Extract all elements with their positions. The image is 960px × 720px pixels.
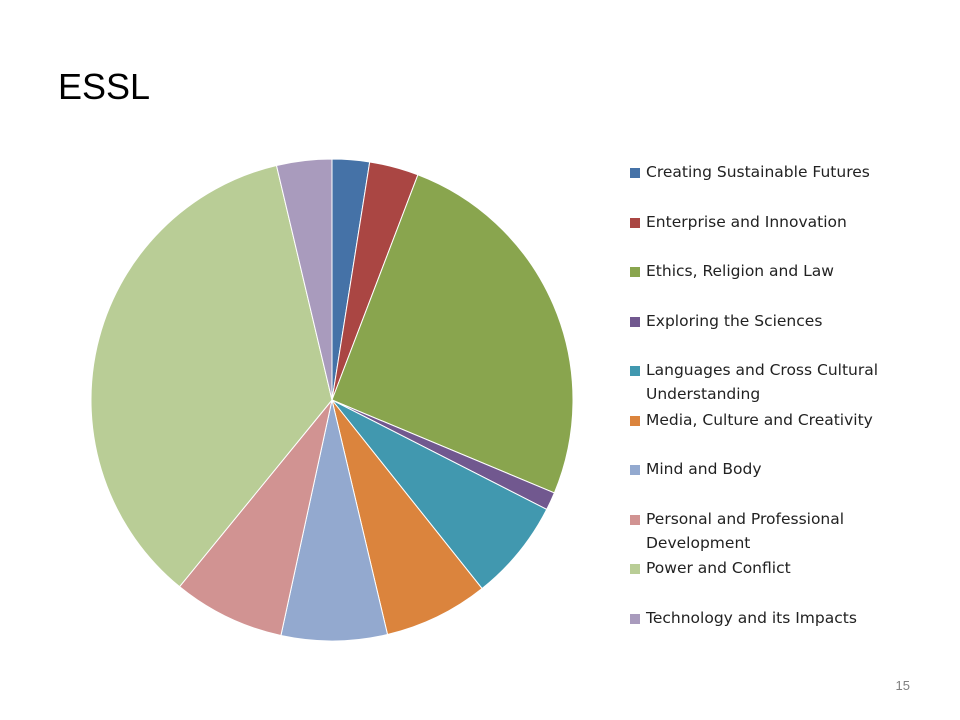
pie-slice-7 xyxy=(280,399,389,642)
legend-label: Ethics, Religion and Law xyxy=(646,262,834,280)
pie-slice-6 xyxy=(331,399,483,636)
pie-slice-10 xyxy=(275,158,333,401)
legend-label: Creating Sustainable Futures xyxy=(646,163,870,181)
pie-chart xyxy=(90,158,574,642)
legend-swatch xyxy=(630,465,640,475)
legend-swatch xyxy=(630,267,640,277)
pie-slice-8 xyxy=(178,399,333,637)
legend-label: Media, Culture and Creativity xyxy=(646,410,873,429)
legend-swatch xyxy=(630,217,640,228)
legend-swatch xyxy=(630,564,640,574)
legend-label: Mind and Body xyxy=(646,460,762,478)
legend-label: Enterprise and Innovation xyxy=(646,212,847,231)
legend-label: Power and Conflict xyxy=(646,559,791,577)
slide-title: ESSL xyxy=(58,66,151,107)
legend-label: Exploring the Sciences xyxy=(646,311,823,330)
legend-label: Languages and Cross Cultural Understandi… xyxy=(646,361,879,403)
page-number: 15 xyxy=(895,678,910,693)
legend-swatch xyxy=(630,168,640,178)
legend-swatch xyxy=(630,366,640,376)
legend-label: Personal and Professional Development xyxy=(646,509,845,552)
pie-slice-9 xyxy=(90,164,333,588)
legend-swatch xyxy=(630,415,640,426)
legend-swatch xyxy=(630,514,640,525)
legend-label: Technology and its Impacts xyxy=(646,608,857,627)
legend-swatch xyxy=(630,613,640,624)
legend-swatch xyxy=(630,316,640,327)
pie-slice-3 xyxy=(331,174,574,494)
